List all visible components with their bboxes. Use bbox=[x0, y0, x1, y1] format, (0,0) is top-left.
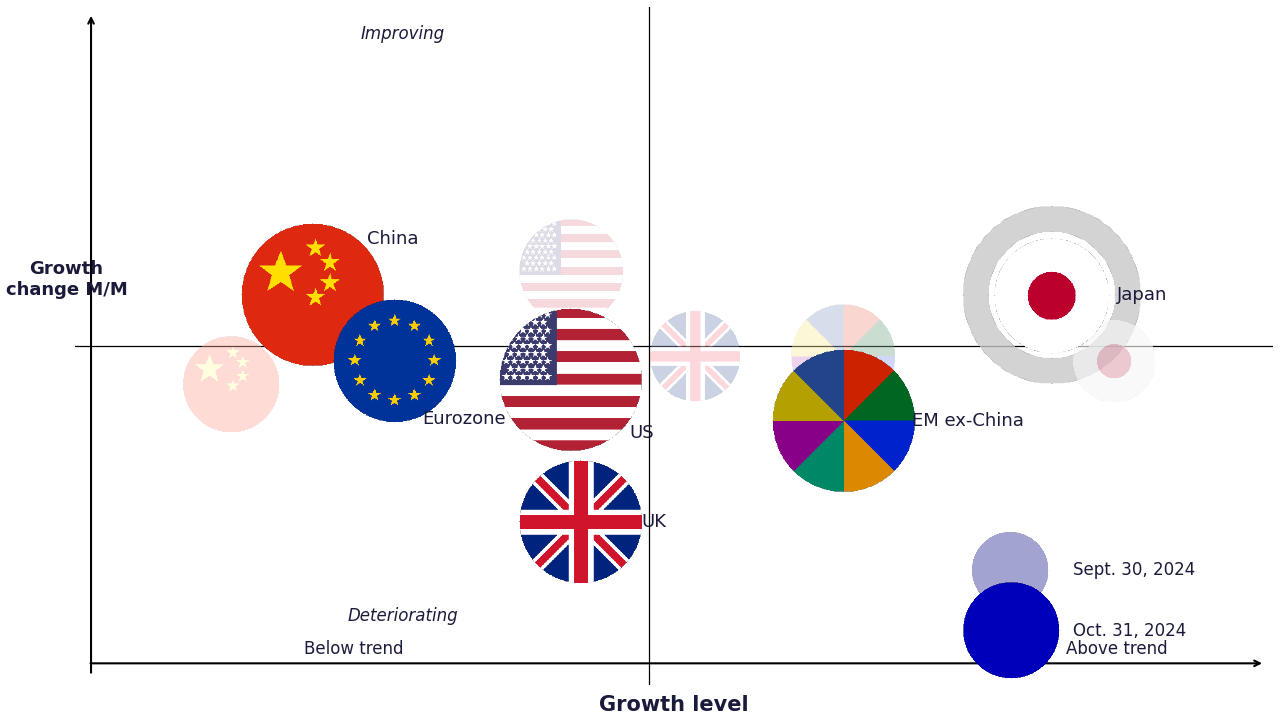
Text: Oct. 31, 2024: Oct. 31, 2024 bbox=[1073, 621, 1187, 639]
Text: Above trend: Above trend bbox=[1066, 640, 1167, 658]
Text: China: China bbox=[367, 230, 419, 248]
Text: Improving: Improving bbox=[361, 25, 445, 43]
Text: Sept. 30, 2024: Sept. 30, 2024 bbox=[1073, 561, 1196, 579]
Text: UK: UK bbox=[641, 513, 666, 531]
Text: Eurozone: Eurozone bbox=[422, 410, 507, 428]
Text: Below trend: Below trend bbox=[303, 640, 403, 658]
Text: Growth level: Growth level bbox=[599, 695, 749, 715]
Text: Japan: Japan bbox=[1117, 286, 1167, 304]
Text: Deteriorating: Deteriorating bbox=[348, 606, 458, 624]
Text: EM ex-China: EM ex-China bbox=[911, 412, 1024, 430]
Text: US: US bbox=[630, 424, 654, 442]
Text: Growth
change M/M: Growth change M/M bbox=[5, 260, 127, 299]
